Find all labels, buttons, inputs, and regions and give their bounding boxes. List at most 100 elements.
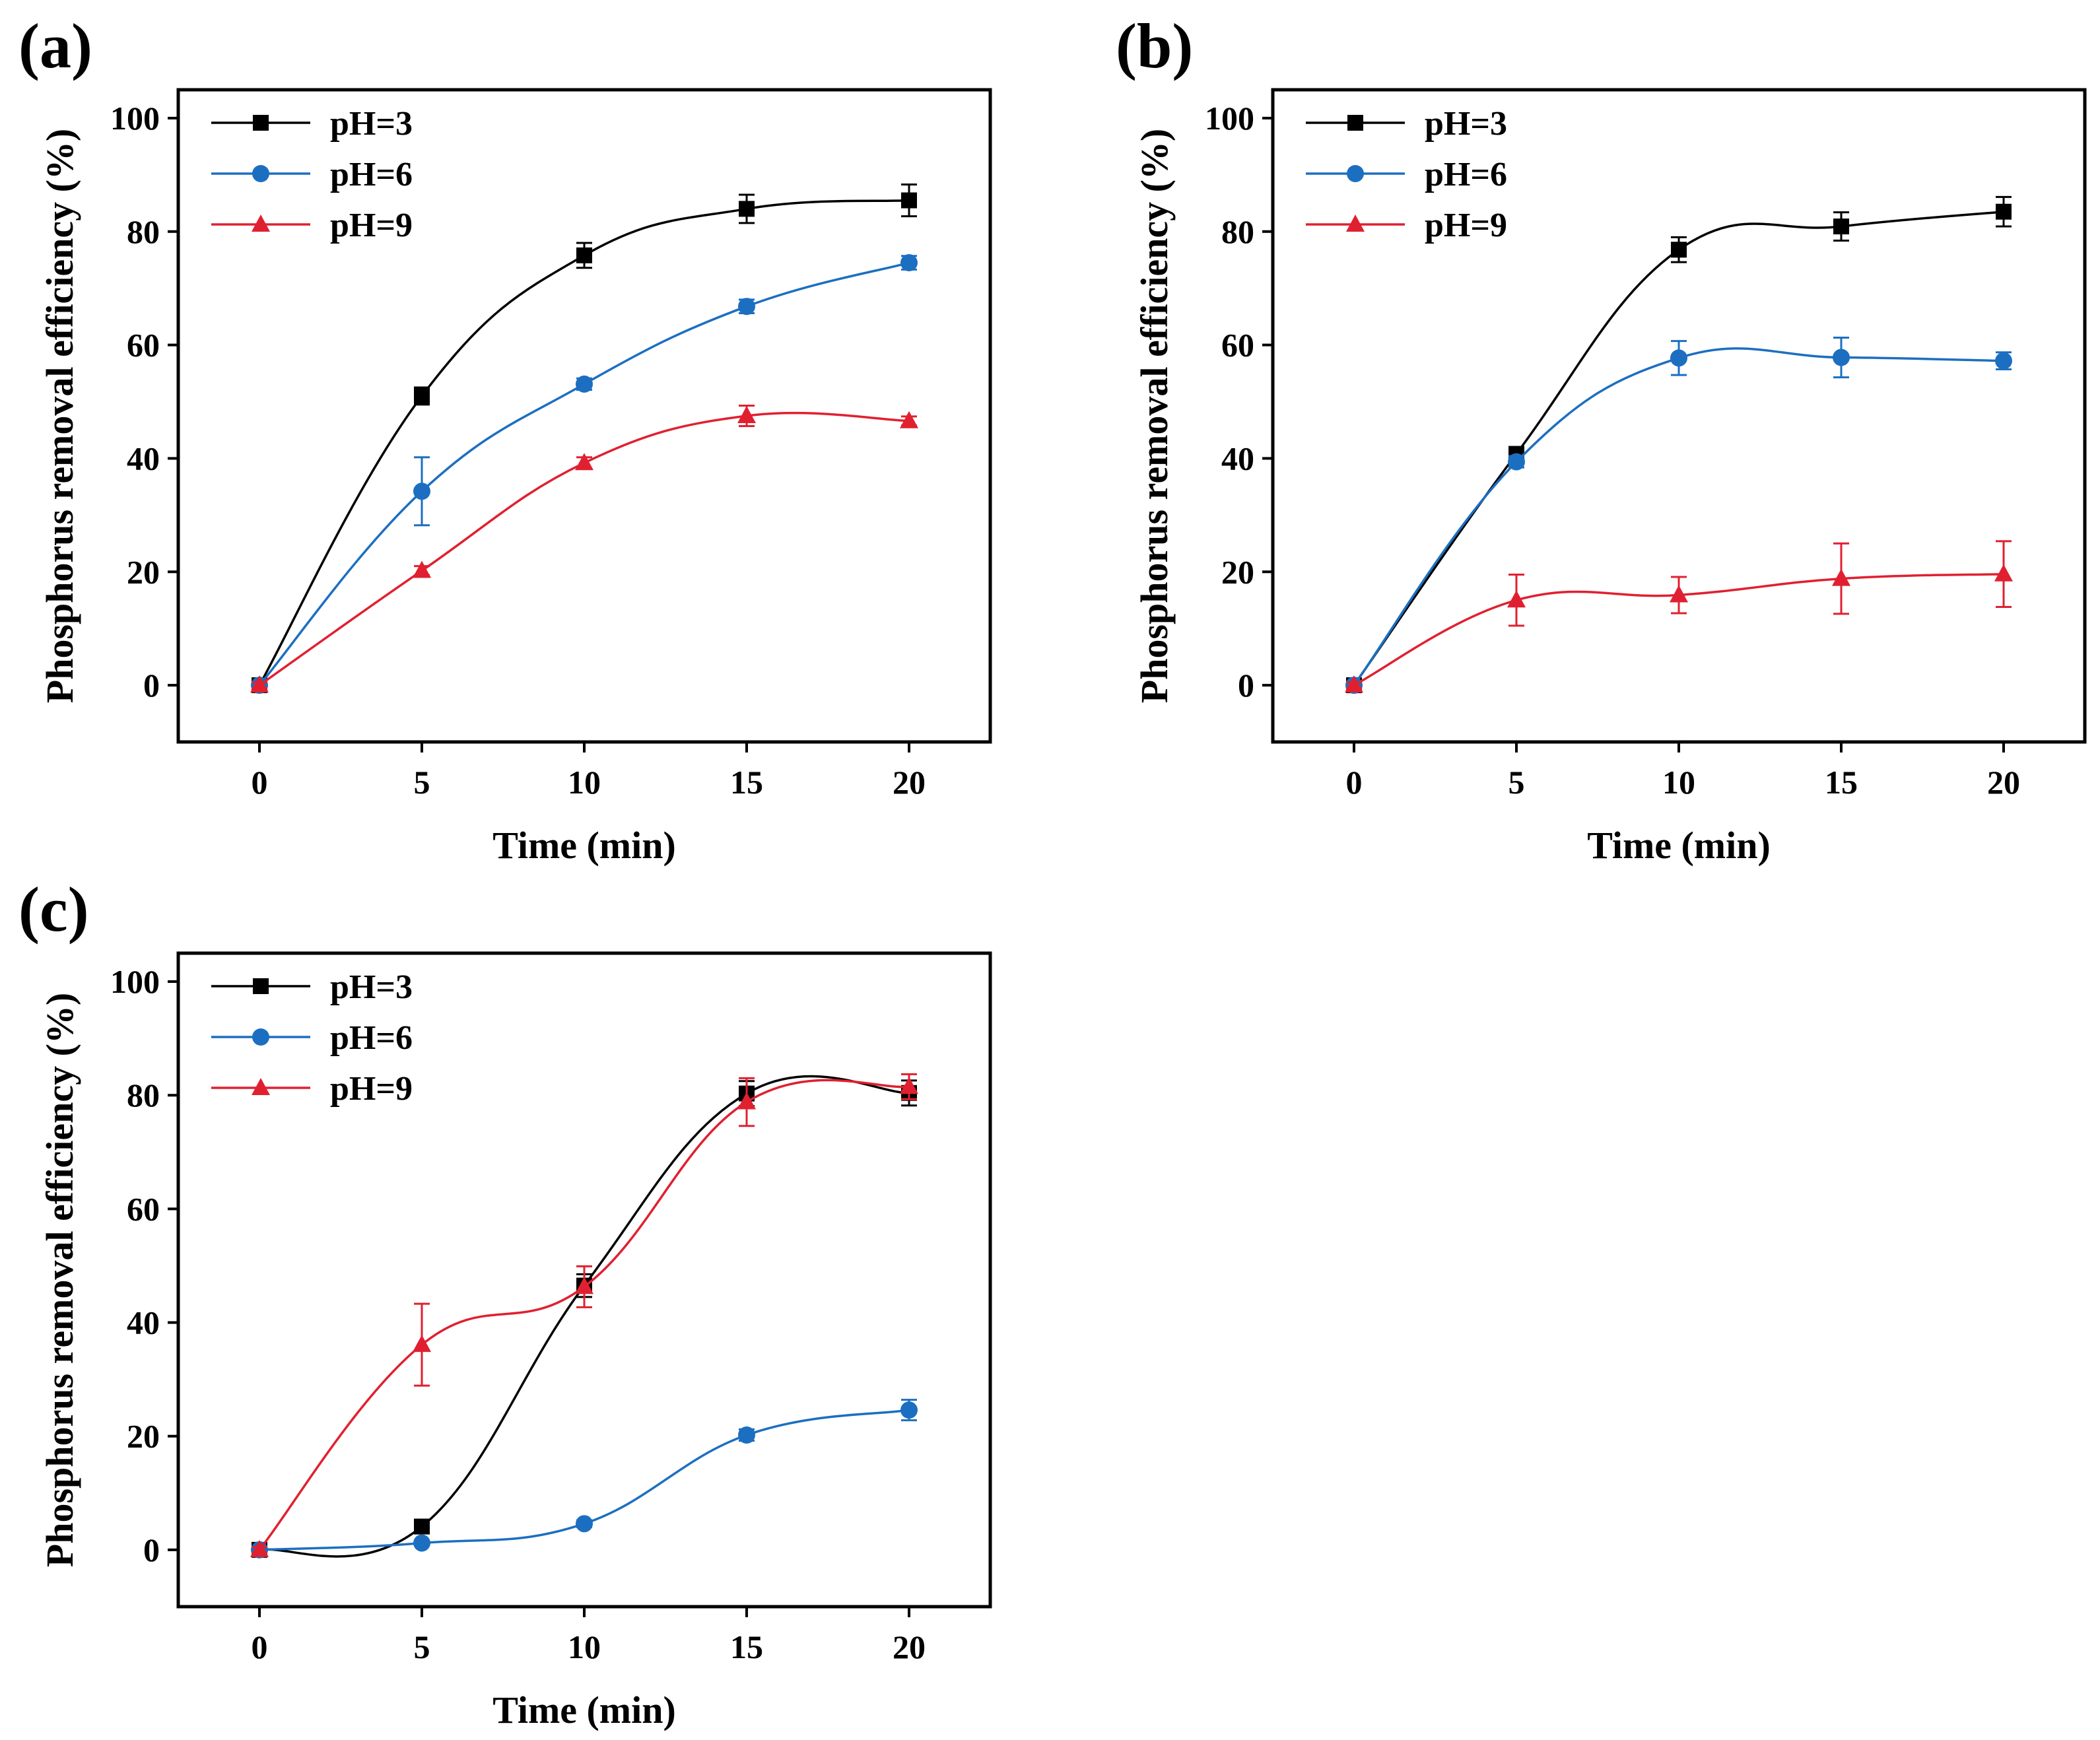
legend-marker: [253, 978, 269, 994]
panel-label: (c): [18, 874, 89, 945]
data-point: [1833, 218, 1849, 235]
panel-label: (b): [1116, 11, 1193, 81]
x-tick-label: 20: [893, 1628, 926, 1665]
x-tick-label: 10: [568, 764, 601, 801]
data-point: [575, 453, 593, 471]
data-point: [739, 201, 755, 217]
y-tick-label: 40: [1221, 440, 1254, 477]
legend-marker: [1347, 165, 1364, 182]
data-point: [900, 1401, 918, 1419]
y-tick-label: 20: [127, 553, 160, 590]
y-tick-label: 40: [127, 1304, 160, 1341]
y-tick-label: 100: [110, 100, 160, 137]
x-axis-title: Time (min): [492, 824, 676, 867]
series-ph-6: [1345, 336, 2012, 694]
data-point: [900, 1077, 918, 1094]
y-tick-label: 80: [1221, 213, 1254, 250]
x-tick-label: 15: [1825, 764, 1858, 801]
data-point: [413, 1335, 431, 1353]
y-tick-label: 40: [127, 440, 160, 477]
x-tick-label: 20: [1987, 764, 2020, 801]
chart-panel: (b) 0 5 10 15 20 0 20 40 60 80 100 Time (min) Phospho…: [1116, 11, 2087, 867]
y-tick-label: 0: [1238, 667, 1254, 704]
data-point: [413, 560, 431, 578]
data-point: [1507, 590, 1526, 608]
legend-label: pH=9: [1425, 207, 1507, 244]
series-ph-6: [251, 1399, 918, 1558]
chart-panel: (c) 0 5 10 15 20 0 20 40 60 80 100 Time (min) Phospho…: [18, 874, 992, 1731]
y-tick-label: 60: [127, 1190, 160, 1227]
y-tick-label: 60: [127, 327, 160, 364]
data-point: [1508, 453, 1525, 471]
data-point: [1345, 675, 1363, 693]
legend-label: pH=3: [330, 105, 413, 143]
series-ph-3: [252, 1075, 917, 1558]
data-point: [1671, 242, 1687, 258]
legend-label: pH=3: [1425, 105, 1507, 143]
series-line: [259, 1075, 910, 1558]
chart-panel: (a) 0 5 10 15 20 0 20 40 60 80 100 Time (min) Phospho…: [18, 11, 992, 867]
data-point: [738, 298, 755, 316]
legend-label: pH=6: [1425, 156, 1507, 193]
data-point: [575, 1277, 593, 1294]
data-point: [738, 1426, 755, 1444]
x-tick-label: 15: [730, 764, 763, 801]
series-ph-9: [1345, 540, 2013, 693]
data-point: [900, 411, 918, 428]
data-point: [414, 387, 430, 404]
series-line: [258, 1079, 910, 1551]
legend-marker: [252, 215, 270, 232]
y-axis-title: Phosphorus removal efficiency (%): [1133, 129, 1176, 703]
data-point: [901, 192, 917, 209]
legend-label: pH=6: [330, 156, 413, 193]
y-tick-label: 60: [1221, 327, 1254, 364]
x-tick-label: 0: [1346, 764, 1363, 801]
panel-label: (a): [18, 11, 92, 81]
data-point: [413, 1534, 430, 1552]
data-point: [900, 254, 918, 272]
data-point: [737, 1092, 756, 1110]
legend-label: pH=3: [330, 968, 413, 1006]
data-point: [737, 406, 756, 423]
y-tick-label: 20: [1221, 553, 1254, 590]
x-axis-title: Time (min): [492, 1689, 676, 1731]
series-ph-3: [252, 183, 917, 694]
data-point: [576, 247, 592, 263]
plot-frame: [1271, 88, 2087, 744]
x-axis-title: Time (min): [1587, 824, 1771, 867]
x-tick-label: 0: [252, 1628, 268, 1665]
data-point: [414, 1518, 430, 1535]
legend-marker: [253, 115, 269, 131]
series-line: [1353, 210, 2004, 686]
data-point: [1994, 564, 2013, 582]
y-tick-label: 100: [1205, 100, 1254, 137]
legend-marker: [252, 1078, 270, 1095]
legend-marker: [252, 165, 269, 182]
plot-frame: [176, 88, 992, 744]
y-tick-label: 0: [143, 667, 160, 704]
series-line: [258, 199, 910, 686]
data-point: [576, 1515, 593, 1533]
legend-label: pH=6: [330, 1019, 413, 1057]
y-tick-label: 80: [127, 1077, 160, 1114]
data-point: [1996, 203, 2012, 220]
data-point: [1832, 568, 1850, 586]
legend-marker: [252, 1028, 269, 1046]
y-tick-label: 100: [110, 963, 160, 1000]
series-ph-6: [251, 254, 918, 694]
data-point: [413, 483, 430, 500]
data-point: [1833, 349, 1850, 366]
series-line: [258, 261, 910, 686]
x-tick-label: 5: [1508, 764, 1525, 801]
y-tick-label: 0: [143, 1531, 160, 1568]
x-tick-label: 5: [414, 764, 430, 801]
data-point: [250, 1539, 269, 1557]
series-ph-9: [250, 1073, 918, 1557]
series-line: [1353, 347, 2004, 686]
x-tick-label: 10: [568, 1628, 601, 1665]
y-axis-title: Phosphorus removal efficiency (%): [38, 993, 81, 1567]
data-point: [250, 675, 269, 693]
data-point: [1995, 352, 2012, 370]
x-tick-label: 20: [893, 764, 926, 801]
